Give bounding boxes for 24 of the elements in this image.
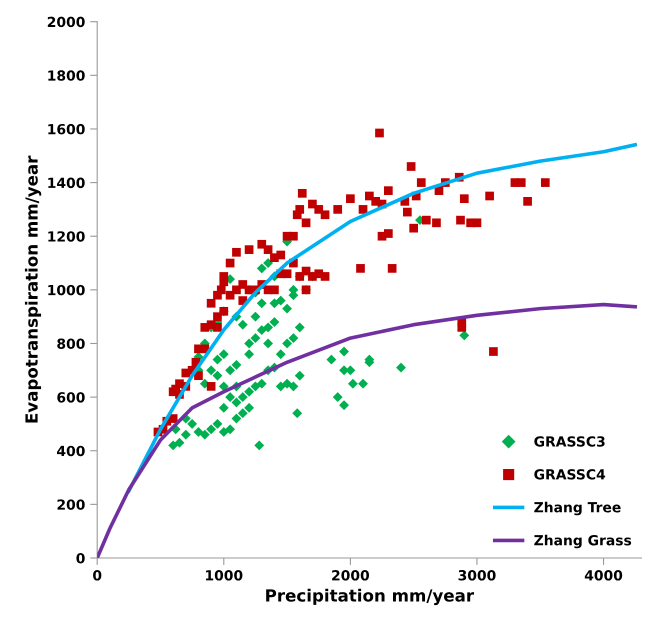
- y-tick-label: 1800: [48, 70, 85, 81]
- legend-label: GRASSC4: [534, 469, 606, 480]
- legend-label: Zhang Grass: [534, 534, 632, 548]
- y-tick-label: 1400: [48, 178, 85, 188]
- x-tick-label: 1000: [206, 570, 242, 581]
- y-tick-label: 0: [76, 552, 85, 564]
- line-series: [127, 142, 637, 493]
- y-tick-label: 800: [57, 338, 85, 349]
- y-axis-title: Evapotranspiration mm/year: [24, 156, 42, 423]
- x-tick-label: 3000: [458, 570, 496, 581]
- y-tick-label: 200: [58, 499, 85, 510]
- y-tick-label: 600: [57, 392, 85, 403]
- x-tick-label: 2000: [332, 570, 370, 581]
- x-tick-label: 4000: [584, 570, 622, 581]
- legend-label: GRASSC3: [534, 436, 605, 447]
- y-tick-label: 1600: [48, 124, 85, 134]
- x-axis-title: Precipitation mm/year: [266, 588, 474, 606]
- y-tick-label: 2000: [48, 16, 85, 28]
- line-series: [97, 302, 637, 558]
- y-tick-label: 1200: [48, 231, 85, 242]
- x-tick-label: 0: [93, 570, 102, 581]
- y-tick-label: 400: [57, 446, 85, 456]
- legend-label: Zhang Tree: [534, 502, 621, 516]
- y-tick-label: 1000: [48, 284, 85, 296]
